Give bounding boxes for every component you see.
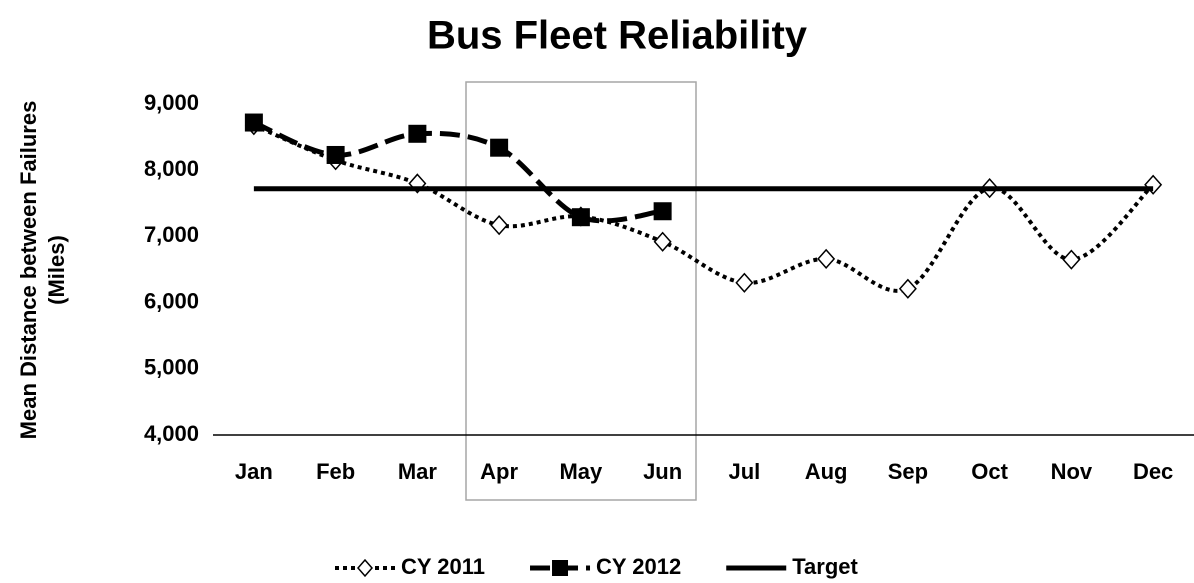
point-marker: [817, 248, 836, 270]
legend-label: CY 2011: [401, 554, 485, 579]
point-marker: [653, 202, 672, 221]
x-tick-label: Feb: [316, 459, 355, 484]
point-marker: [490, 215, 509, 236]
legend-label: CY 2012: [596, 554, 681, 579]
x-tick-label: Jan: [235, 459, 273, 484]
legend-marker: [357, 558, 373, 578]
point-marker: [1062, 249, 1081, 270]
point-marker: [898, 278, 917, 299]
y-tick-label: 7,000: [144, 222, 199, 247]
chart-title: Bus Fleet Reliability: [427, 14, 808, 58]
y-axis-title: Mean Distance between Failures: [16, 101, 41, 440]
x-tick-label: Dec: [1133, 459, 1173, 484]
legend-label: Target: [792, 554, 858, 579]
y-tick-label: 4,000: [144, 421, 199, 446]
y-tick-label: 9,000: [144, 90, 199, 115]
y-axis-title: (Miles): [44, 235, 69, 305]
x-tick-label: May: [559, 459, 603, 484]
highlight-box: [465, 81, 697, 501]
series-line: [253, 123, 1155, 293]
y-tick-label: 8,000: [144, 156, 199, 181]
point-marker: [490, 138, 509, 157]
x-tick-label: Aug: [805, 459, 848, 484]
point-marker: [735, 272, 754, 293]
x-tick-label: Apr: [480, 459, 518, 484]
point-marker: [653, 231, 672, 252]
series-line: [252, 120, 663, 224]
x-tick-label: Jun: [643, 459, 682, 484]
point-marker: [326, 145, 345, 164]
x-tick-label: Jul: [728, 459, 760, 484]
x-tick-label: Sep: [888, 459, 928, 484]
x-tick-label: Oct: [971, 459, 1008, 484]
legend-marker: [552, 560, 569, 576]
point-marker: [408, 124, 427, 143]
y-tick-label: 5,000: [144, 355, 199, 380]
point-marker: [571, 208, 590, 227]
y-tick-label: 6,000: [144, 288, 199, 313]
x-tick-label: Mar: [398, 459, 438, 484]
x-tick-label: Nov: [1051, 459, 1093, 484]
point-marker: [244, 113, 263, 132]
